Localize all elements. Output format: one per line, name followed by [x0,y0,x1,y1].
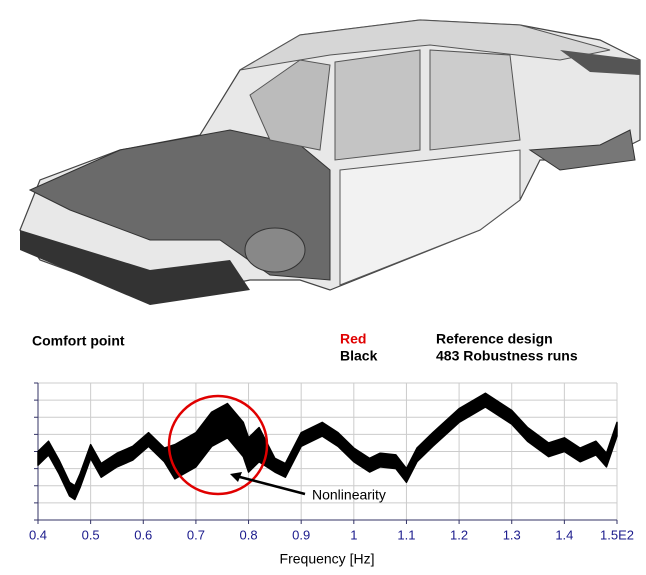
highlight-circle [167,394,269,496]
x-tick-label: 0.8 [240,527,258,542]
x-tick-label: 1.4 [555,527,573,542]
x-axis-title: Frequency [Hz] [280,551,375,567]
chart-title: Comfort point [32,333,125,349]
legend-description: 483 Robustness runs [436,348,578,364]
arrowhead [230,472,242,482]
car-illustration [19,19,641,305]
x-tick-label: 0.5 [82,527,100,542]
x-tick-label: 1.5E2 [600,527,634,542]
x-tick-label: 1.2 [450,527,468,542]
plot: 0.4 0.5 0.6 0.7 0.8 0.9 1 1.1 1.2 1.3 1.4 1.5E2 [29,382,634,542]
annotation: Nonlinearity [312,487,386,503]
legend-label: Black [340,348,378,364]
annotation-arrow [235,474,306,496]
reference-line [37,399,618,494]
x-tick-label: 0.6 [134,527,152,542]
legend-label: Red [340,331,366,347]
x-tick-label: 0.7 [187,527,205,542]
x-tick-label: 1.1 [397,527,415,542]
run-envelope [37,392,618,501]
x-tick-label: 1 [350,527,357,542]
x-tick-label: 0.9 [292,527,310,542]
x-tick-label: 0.4 [29,527,47,542]
legend-description: Reference design [436,331,553,347]
x-tick-label: 1.3 [503,527,521,542]
